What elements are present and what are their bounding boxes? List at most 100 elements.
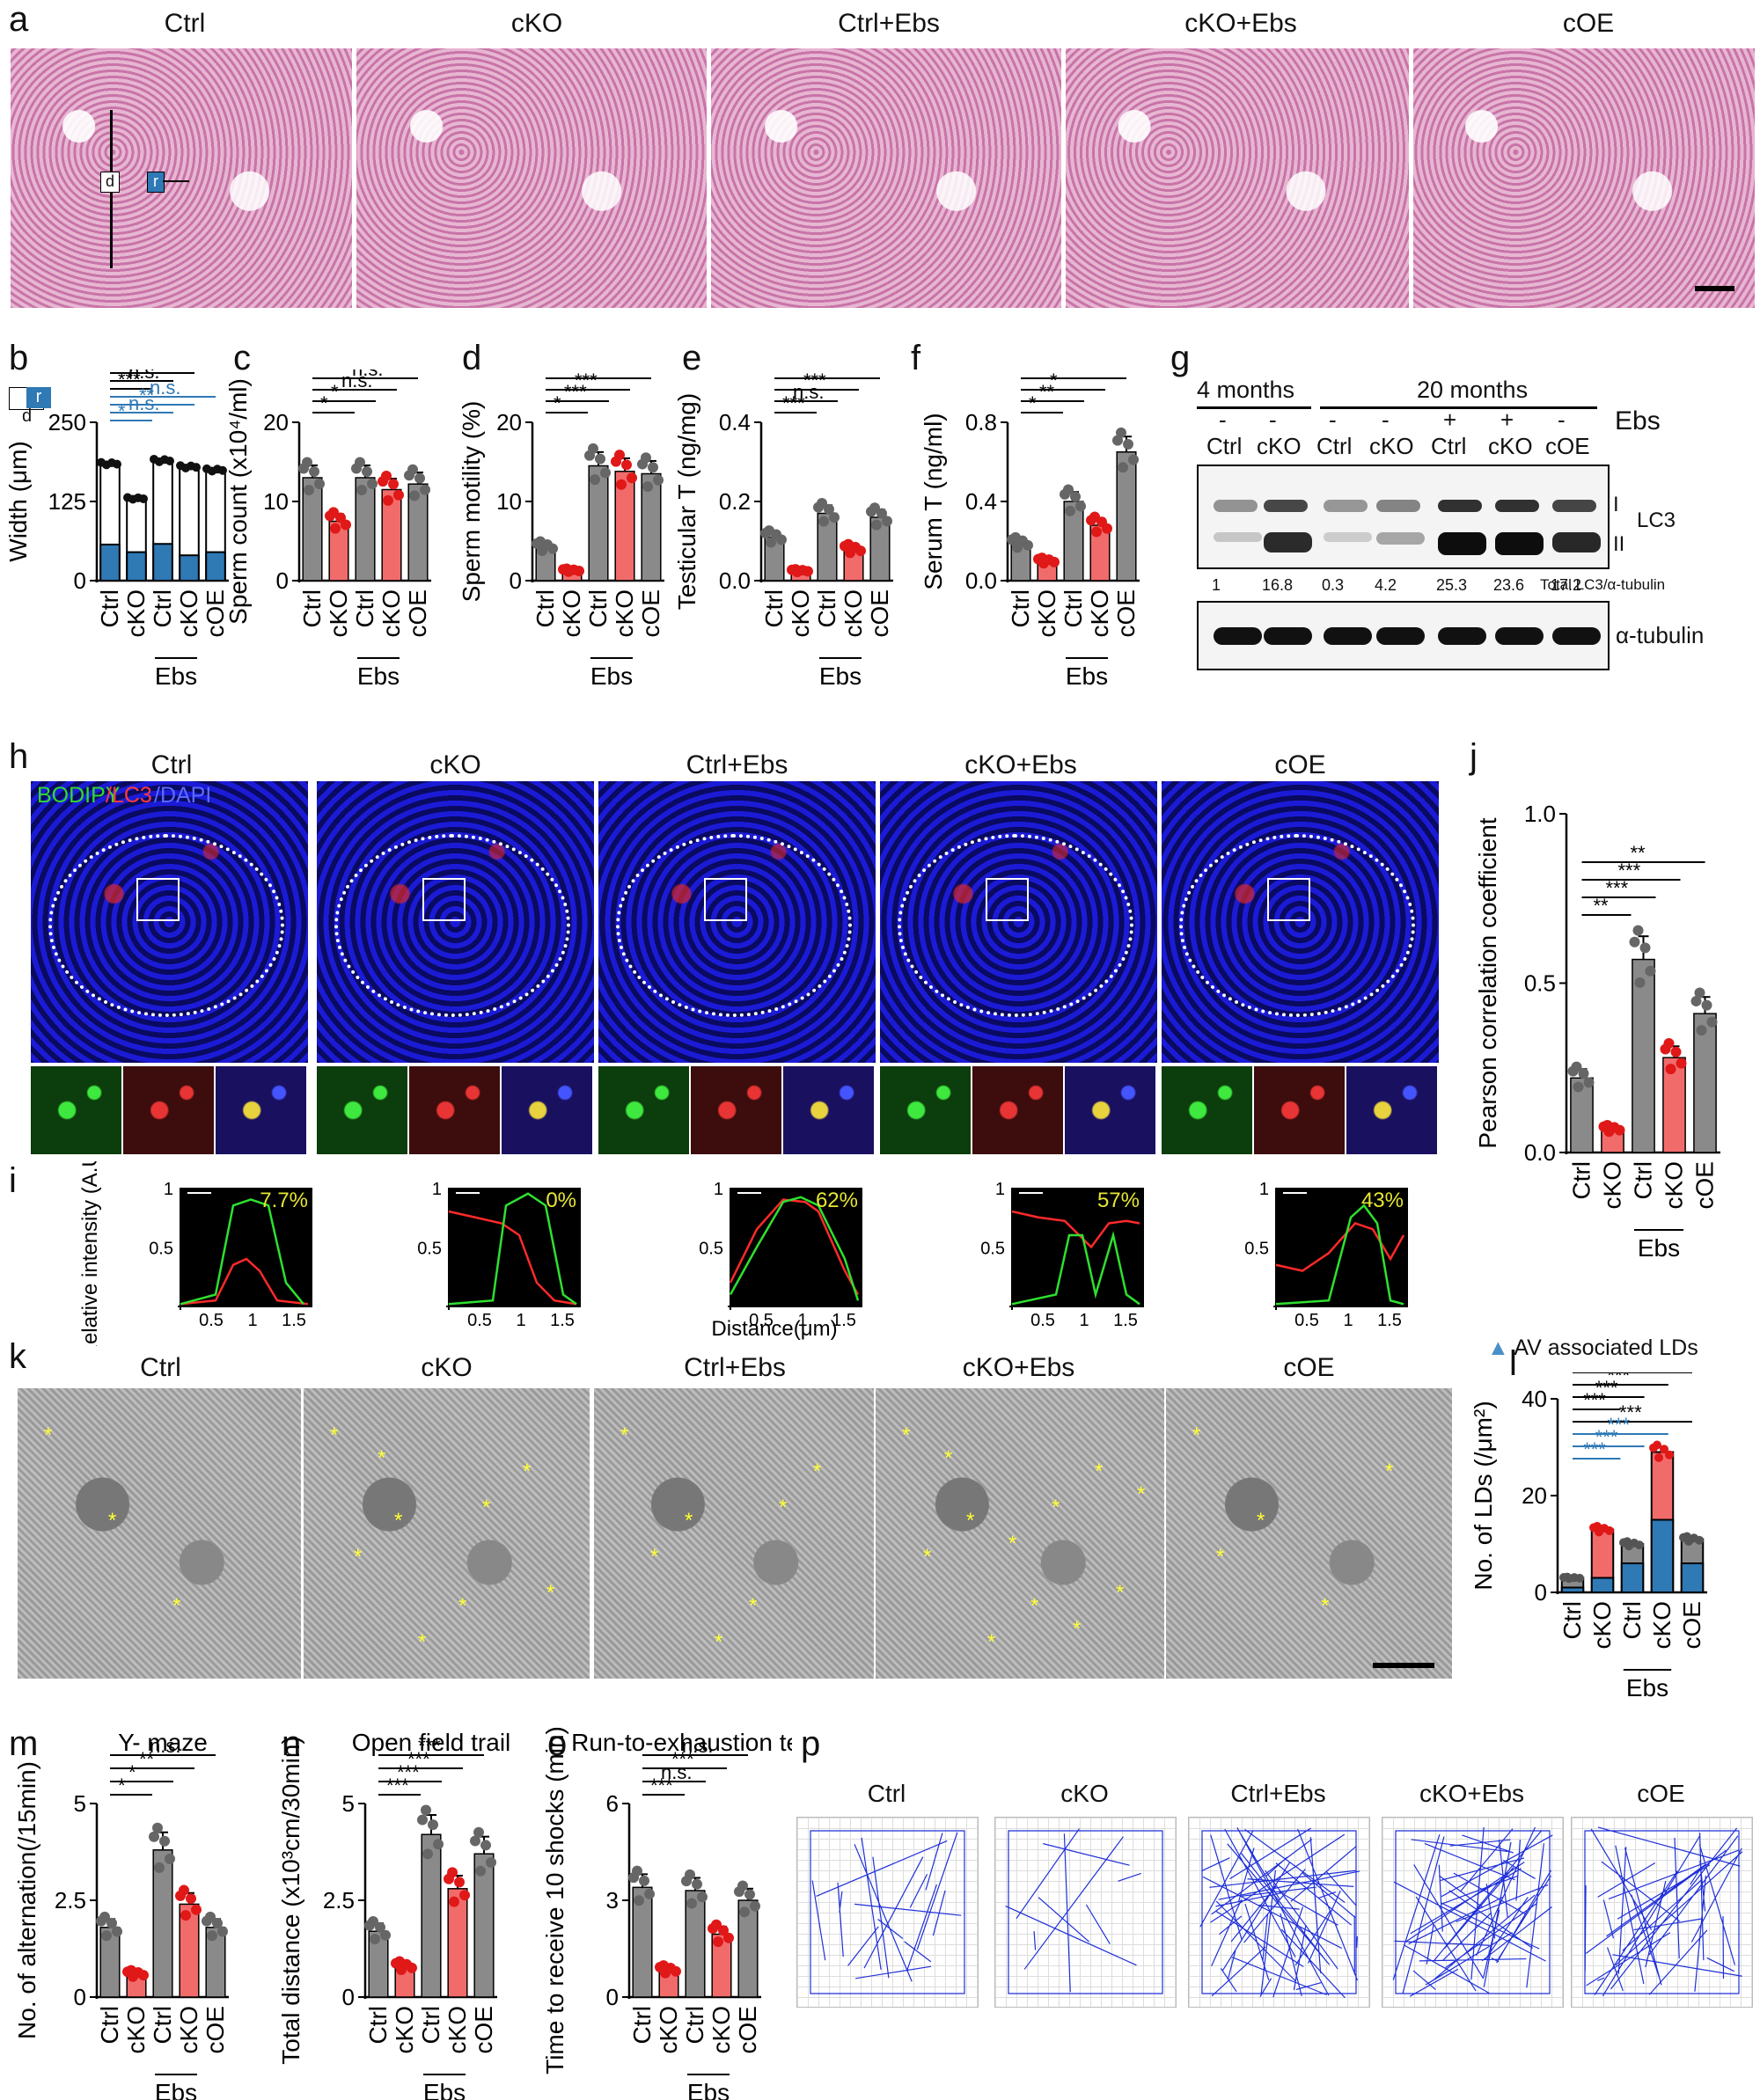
ebs-label: Ebs	[1066, 662, 1108, 690]
data-point	[561, 563, 572, 574]
y-tick-label: 125	[48, 488, 86, 515]
bar-r	[205, 551, 226, 582]
data-point	[1602, 1120, 1613, 1131]
data-point	[685, 1869, 695, 1880]
wb-age-4months: 4 months	[1197, 377, 1295, 403]
ebs-label: Ebs	[357, 662, 400, 690]
wb-band-lc3-I	[1552, 500, 1596, 512]
lipid-droplet-marker: *	[944, 1446, 953, 1470]
x-tick-label: 0.5	[749, 1311, 774, 1330]
panel-a-title-cko-ebs: cKO+Ebs	[1184, 9, 1297, 38]
maze-track-plot	[1571, 1817, 1753, 2008]
lipid-droplet-marker: *	[1073, 1617, 1082, 1641]
wb-band-lc3-II	[1324, 532, 1372, 542]
x-tick-label: 1	[1343, 1311, 1353, 1330]
y-tick-label: 0.2	[719, 488, 751, 515]
data-point	[614, 450, 625, 461]
data-point	[1116, 427, 1126, 438]
ebs-label: Ebs	[590, 662, 633, 690]
data-point	[1578, 1068, 1589, 1079]
panel-a-title-ctrl: Ctrl	[164, 9, 206, 38]
sig-label: *	[320, 392, 328, 414]
y-tick-label: 0.8	[965, 409, 997, 435]
zoom-lc3	[972, 1066, 1063, 1154]
profile-lc3	[1011, 1210, 1140, 1249]
wb-ratio-label: Total LC3/α-tubulin	[1540, 576, 1666, 593]
x-tick-label: 1.5	[1377, 1311, 1402, 1330]
zoom-merge	[216, 1066, 306, 1154]
y-tick-label: 250	[48, 409, 86, 435]
data-point	[686, 1898, 697, 1909]
profile-plot-bg	[449, 1188, 581, 1306]
movement-track	[1199, 1827, 1360, 1999]
y-axis-label: No. of LDs (/μm²)	[1470, 1401, 1497, 1590]
maze-track-plot	[994, 1817, 1177, 2008]
x-tick-label: 1.5	[832, 1311, 856, 1330]
x-tick-label: Ctrl	[298, 589, 326, 628]
data-point	[355, 457, 365, 468]
wb-protein-tubulin: α-tubulin	[1616, 622, 1705, 648]
fluorescence-image	[1162, 781, 1439, 1063]
y-tick-label: 0.5	[699, 1240, 723, 1259]
x-tick-label: cKO	[122, 589, 150, 637]
y-tick-label: 1	[432, 1180, 442, 1199]
lipid-droplet-marker: *	[378, 1446, 386, 1470]
y-tick-label: 0	[510, 567, 522, 594]
zoom-bodipy	[598, 1066, 689, 1154]
data-point	[407, 464, 418, 475]
zoom-merge	[502, 1066, 592, 1154]
data-point	[697, 1891, 708, 1903]
y-tick-label: 0	[74, 567, 86, 594]
lipid-droplet-marker: *	[987, 1630, 996, 1654]
profile-lc3	[729, 1198, 860, 1296]
radius-arrow	[163, 180, 189, 182]
data-point	[1635, 1540, 1644, 1550]
panel-h-title-cko: cKO	[429, 750, 481, 779]
sig-label: ***	[1595, 1426, 1618, 1448]
x-tick-label: 1	[516, 1311, 525, 1330]
x-tick-label: Ctrl	[364, 2006, 392, 2045]
data-point	[634, 1895, 644, 1906]
x-tick-label: 1.5	[550, 1311, 575, 1330]
wb-band-lc3-I	[1324, 500, 1368, 512]
panel-k-title-cko-ebs: cKO+Ebs	[962, 1353, 1075, 1382]
zoom-merge	[1065, 1066, 1155, 1154]
y-tick-label: 40	[1522, 1386, 1547, 1412]
profile-plot-bg	[1012, 1188, 1144, 1306]
profile-bodipy	[729, 1196, 860, 1301]
em-image: * * * * *	[1166, 1388, 1452, 1679]
data-point	[417, 1814, 428, 1826]
x-tick-label: 1	[797, 1311, 807, 1330]
sig-label: ***	[397, 1761, 420, 1783]
lipid-droplet-marker: *	[749, 1594, 758, 1618]
panel-k-title-cko: cKO	[421, 1353, 473, 1382]
sig-label: n.s.	[352, 370, 383, 380]
x-tick-label: Ctrl	[584, 589, 612, 628]
data-point	[600, 467, 611, 479]
x-tick-label: Ctrl	[760, 589, 788, 628]
y-tick-label: 20	[496, 409, 522, 435]
legend-av-lds: ▲ AV associated LDs	[1487, 1335, 1698, 1361]
panel-a-title-coe: cOE	[1562, 9, 1615, 38]
maze-track-svg	[810, 1830, 965, 1994]
wb-lane-label: Ctrl	[1431, 433, 1467, 459]
wb-protein-lc3: LC3	[1637, 509, 1676, 532]
panel-letter-l: l	[1509, 1344, 1517, 1383]
data-point	[1660, 1445, 1668, 1454]
sig-label: ***	[139, 370, 162, 375]
lipid-droplet-marker: *	[1095, 1460, 1104, 1483]
bar	[447, 1888, 468, 1998]
sig-label: **	[1039, 381, 1055, 403]
x-tick-label: cKO	[378, 589, 405, 637]
ebs-label: Ebs	[1626, 1674, 1668, 1701]
panel-letter-h: h	[9, 737, 29, 776]
lipid-droplet-marker: *	[902, 1423, 911, 1447]
x-tick-label: cKO	[708, 2006, 735, 2053]
data-point	[106, 1918, 117, 1929]
sig-label: ***	[782, 392, 805, 414]
wb-lane-label: cOE	[1545, 433, 1590, 459]
